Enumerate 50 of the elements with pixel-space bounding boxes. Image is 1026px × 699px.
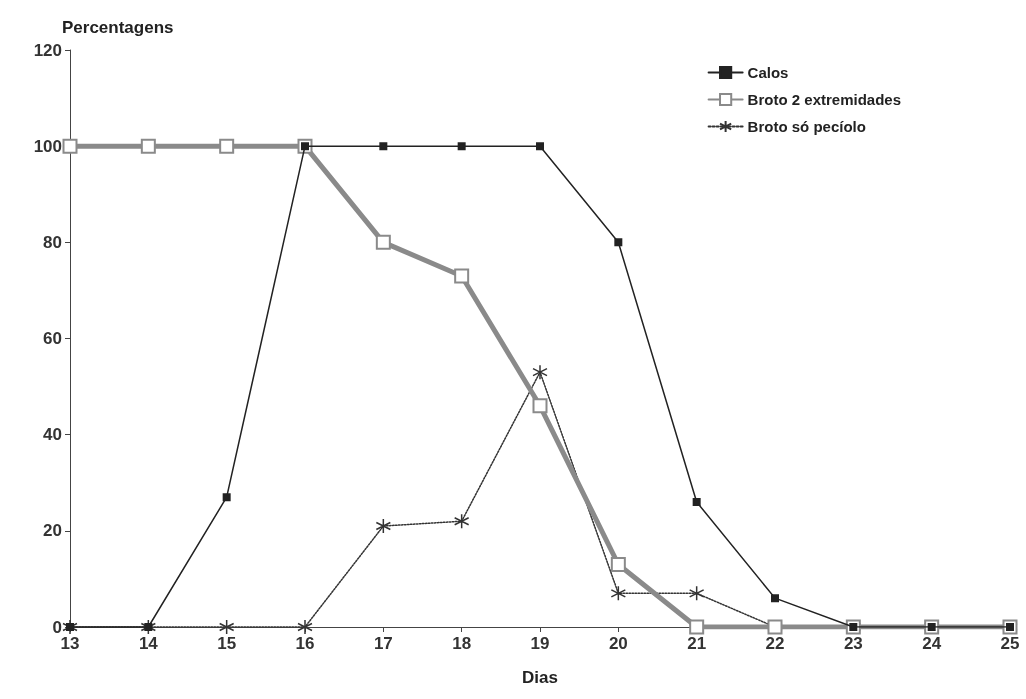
y-tick-label: 40 bbox=[43, 425, 62, 445]
point bbox=[66, 623, 74, 631]
point bbox=[454, 268, 470, 284]
point bbox=[222, 493, 231, 502]
y-axis-title: Percentagens bbox=[62, 18, 174, 37]
x-tick-label: 19 bbox=[530, 634, 550, 653]
y-tick-label: 60 bbox=[43, 329, 62, 348]
point bbox=[375, 234, 391, 250]
point bbox=[610, 585, 627, 602]
point bbox=[379, 142, 388, 151]
point bbox=[532, 398, 548, 414]
x-tick-label: 15 bbox=[217, 634, 237, 653]
point bbox=[688, 585, 705, 602]
y-tick-label: 0 bbox=[52, 617, 62, 637]
x-tick-label: 21 bbox=[687, 634, 707, 653]
point bbox=[692, 497, 701, 506]
x-tick-label: 13 bbox=[60, 634, 80, 653]
x-tick-label: 16 bbox=[295, 634, 315, 653]
x-tick-label: 14 bbox=[138, 634, 159, 653]
legend-label: Broto 2 extremidades bbox=[747, 91, 902, 108]
y-tick-label: 80 bbox=[43, 232, 62, 252]
point bbox=[144, 623, 153, 631]
x-tick-label: 22 bbox=[765, 634, 785, 653]
point bbox=[536, 142, 544, 151]
point bbox=[140, 619, 157, 635]
point bbox=[219, 138, 235, 154]
x-tick-label: 23 bbox=[843, 634, 863, 653]
point bbox=[689, 619, 705, 635]
point bbox=[614, 238, 623, 247]
x-tick-label: 24 bbox=[922, 634, 942, 653]
point bbox=[453, 513, 470, 529]
point bbox=[297, 619, 313, 635]
point bbox=[140, 138, 156, 154]
point bbox=[218, 619, 235, 635]
point bbox=[62, 138, 78, 154]
point bbox=[532, 364, 548, 380]
x-tick-label: 17 bbox=[373, 634, 393, 653]
x-axis-title: Dias bbox=[522, 668, 558, 687]
y-tick-label: 120 bbox=[33, 40, 62, 60]
point bbox=[457, 142, 466, 151]
legend-label: Broto só pecíolo bbox=[747, 118, 866, 135]
y-tick-label: 20 bbox=[43, 521, 62, 541]
x-tick-label: 25 bbox=[1000, 634, 1020, 653]
legend-label: Calos bbox=[747, 64, 789, 81]
point bbox=[610, 556, 626, 572]
point bbox=[375, 518, 392, 534]
point bbox=[771, 594, 779, 603]
y-tick-label: 100 bbox=[33, 136, 62, 156]
x-tick-label: 18 bbox=[452, 634, 472, 653]
x-tick-label: 20 bbox=[608, 634, 628, 653]
